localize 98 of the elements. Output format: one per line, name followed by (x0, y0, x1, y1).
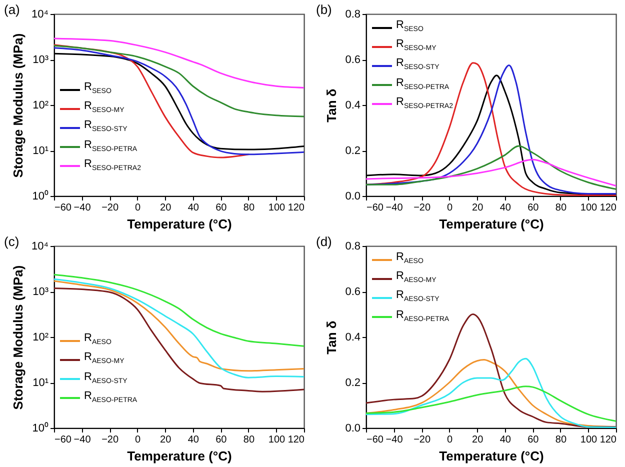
legend-label: R$_{SESO-MY}$ (396, 37, 436, 54)
x-tick-label: −60 (366, 202, 384, 214)
legend-label: R$_{AESO-MY}$ (84, 350, 124, 368)
x-tick-label: 100 (268, 202, 286, 214)
line-series (366, 386, 616, 422)
x-axis-title: Temperature (°C) (439, 448, 544, 464)
x-tick-label: −40 (386, 434, 404, 446)
legend-label: R$_{SESO-PETRA2}$ (84, 156, 141, 174)
line-series (54, 44, 250, 158)
line-series (54, 38, 304, 88)
x-tick-label: 80 (555, 434, 567, 446)
y-tick-label: 0.0 (345, 422, 360, 434)
x-tick-label: 40 (188, 434, 200, 446)
y-tick-label: 0.4 (345, 100, 360, 112)
x-axis-title: Temperature (°C) (439, 216, 544, 232)
legend-label: R$_{AESO-MY}$ (396, 269, 436, 286)
y-tick-label: 10⁰ (32, 190, 48, 202)
x-tick-label: 20 (472, 434, 484, 446)
y-axis-title: Storage Modulus (MPa) (10, 265, 26, 410)
y-tick-label: 10³ (32, 54, 49, 66)
x-tick-label: 120 (288, 202, 305, 214)
x-tick-label: 20 (472, 202, 484, 214)
y-tick-label: 10¹ (32, 377, 49, 389)
y-tick-label: 0.0 (345, 190, 360, 202)
x-tick-label: −60 (54, 202, 72, 214)
y-tick-label: 10³ (32, 286, 49, 298)
line-series (366, 158, 616, 187)
x-tick-label: 120 (288, 434, 305, 446)
x-tick-label: 0 (447, 202, 454, 214)
legend-label: R$_{SESO}$ (396, 18, 424, 36)
y-axis-title: Tan δ (324, 88, 340, 122)
x-tick-label: 120 (600, 434, 617, 446)
x-tick-label: 80 (243, 434, 255, 446)
y-tick-label: 0.8 (345, 240, 360, 252)
x-tick-label: 60 (528, 202, 540, 214)
x-tick-label: 60 (528, 434, 540, 446)
legend-label: R$_{SESO-PETRA}$ (84, 138, 138, 155)
x-tick-label: 20 (160, 202, 172, 214)
x-tick-label: 80 (555, 202, 567, 214)
y-tick-label: 0.6 (345, 286, 360, 298)
legend-label: R$_{SESO-PETRA}$ (396, 76, 450, 93)
x-tick-label: −20 (414, 434, 431, 446)
y-tick-label: 10² (32, 332, 49, 344)
legend-label: R$_{SESO}$ (84, 80, 112, 98)
text: (c) (4, 234, 20, 249)
legend-label: R$_{AESO-PETRA}$ (84, 388, 138, 406)
x-tick-label: 0 (447, 434, 454, 446)
legend-label: R$_{SESO-STY}$ (84, 118, 128, 136)
text: (d) (316, 234, 332, 249)
legend-label: R$_{AESO-STY}$ (84, 370, 128, 387)
x-tick-label: 40 (500, 202, 512, 214)
y-tick-label: 10⁴ (32, 8, 49, 20)
line-series (366, 145, 616, 190)
line-series (54, 287, 304, 392)
x-tick-label: 100 (580, 434, 598, 446)
y-tick-label: 0.4 (345, 332, 360, 344)
y-axis-title: Tan δ (324, 320, 340, 354)
x-tick-label: 0 (135, 202, 142, 214)
x-tick-label: 60 (216, 202, 228, 214)
line-series (54, 45, 304, 118)
legend-label: R$_{AESO}$ (396, 250, 424, 268)
y-tick-label: 10⁴ (32, 240, 49, 252)
legend-label: R$_{AESO}$ (84, 331, 112, 348)
y-axis-title: Storage Modulus (MPa) (10, 33, 26, 178)
y-tick-label: 10¹ (32, 145, 49, 157)
text: (b) (316, 2, 332, 17)
x-tick-label: −60 (366, 434, 384, 446)
x-tick-label: −20 (414, 202, 431, 214)
x-axis-title: Temperature (°C) (127, 216, 232, 232)
x-tick-label: 40 (188, 202, 200, 214)
x-tick-label: 100 (580, 202, 598, 214)
y-tick-label: 0.6 (345, 54, 360, 66)
y-tick-label: 0.2 (345, 377, 360, 389)
x-tick-label: −40 (74, 434, 92, 446)
x-tick-label: −20 (102, 202, 119, 214)
legend-label: R$_{SESO-STY}$ (396, 56, 440, 74)
x-tick-label: 20 (160, 434, 172, 446)
legend-label: R$_{AESO-PETRA}$ (396, 308, 450, 325)
x-tick-label: 80 (243, 202, 255, 214)
x-axis-title: Temperature (°C) (127, 448, 232, 464)
y-tick-label: 0.8 (345, 8, 360, 20)
text: (a) (4, 2, 20, 17)
legend-label: R$_{AESO-STY}$ (396, 288, 440, 306)
x-tick-label: 60 (216, 434, 228, 446)
x-tick-label: −40 (386, 202, 404, 214)
x-tick-label: 40 (500, 434, 512, 446)
x-tick-label: −40 (74, 202, 92, 214)
x-tick-label: −20 (102, 434, 119, 446)
y-tick-label: 0.2 (345, 145, 360, 157)
line-series (54, 274, 304, 347)
y-tick-label: 10⁰ (32, 422, 48, 434)
legend-label: R$_{SESO-MY}$ (84, 99, 124, 116)
x-tick-label: 100 (268, 434, 286, 446)
legend-label: R$_{SESO-PETRA2}$ (396, 94, 453, 112)
y-tick-label: 10² (32, 100, 49, 112)
x-tick-label: 120 (600, 202, 617, 214)
x-tick-label: −60 (54, 434, 72, 446)
x-tick-label: 0 (135, 434, 142, 446)
